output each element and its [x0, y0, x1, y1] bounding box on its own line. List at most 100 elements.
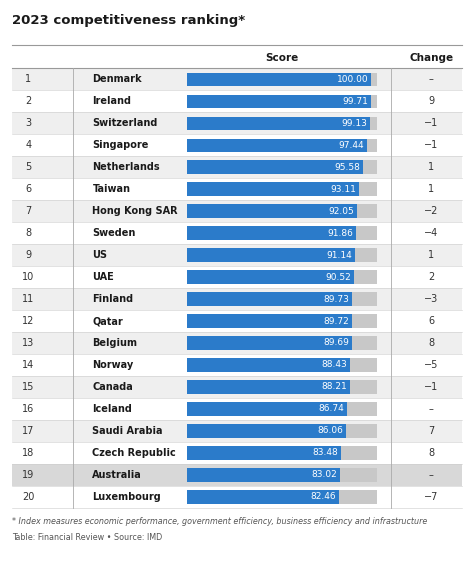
Bar — [12, 134, 462, 157]
Text: Sweden: Sweden — [92, 228, 136, 238]
Bar — [12, 222, 462, 244]
Bar — [12, 266, 462, 288]
Text: Norway: Norway — [92, 360, 134, 370]
Bar — [187, 204, 356, 218]
Bar — [187, 490, 339, 504]
Bar — [187, 424, 346, 438]
Text: 100.00: 100.00 — [337, 75, 368, 84]
Text: 90.52: 90.52 — [325, 273, 351, 282]
Text: Canada: Canada — [92, 382, 133, 392]
Text: 20: 20 — [22, 492, 35, 502]
Bar — [187, 117, 377, 130]
Text: Australia: Australia — [92, 470, 142, 480]
Text: –: – — [429, 75, 434, 84]
Text: Change: Change — [409, 53, 454, 63]
Text: 1: 1 — [428, 250, 434, 260]
Bar — [187, 204, 377, 218]
Text: 9: 9 — [428, 96, 434, 107]
Bar — [187, 270, 377, 284]
Bar — [187, 490, 377, 504]
Text: −2: −2 — [424, 206, 438, 216]
Text: 93.11: 93.11 — [330, 185, 356, 194]
Text: 2: 2 — [25, 96, 32, 107]
Text: 99.13: 99.13 — [341, 119, 367, 128]
Bar — [187, 380, 377, 394]
Text: 14: 14 — [22, 360, 35, 370]
Text: 88.43: 88.43 — [321, 361, 347, 370]
Text: Netherlands: Netherlands — [92, 162, 160, 172]
Text: 92.05: 92.05 — [328, 206, 354, 215]
Text: 16: 16 — [22, 404, 35, 414]
Bar — [187, 336, 352, 350]
Text: 97.44: 97.44 — [338, 141, 364, 150]
Bar — [12, 420, 462, 442]
Text: 7: 7 — [25, 206, 32, 216]
Text: 11: 11 — [22, 294, 35, 304]
Text: –: – — [429, 404, 434, 414]
Text: 95.58: 95.58 — [335, 163, 360, 172]
Bar — [12, 157, 462, 178]
Bar — [187, 336, 377, 350]
Text: 8: 8 — [428, 338, 434, 348]
Text: –: – — [429, 470, 434, 480]
Bar — [12, 354, 462, 376]
Text: Score: Score — [265, 53, 299, 63]
Bar — [12, 310, 462, 332]
Text: 88.21: 88.21 — [321, 383, 347, 392]
Bar — [187, 160, 363, 174]
Bar — [12, 442, 462, 464]
Text: Belgium: Belgium — [92, 338, 137, 348]
Bar — [12, 244, 462, 266]
Text: 5: 5 — [25, 162, 32, 172]
Text: Saudi Arabia: Saudi Arabia — [92, 426, 163, 436]
Bar — [12, 486, 462, 508]
Bar — [187, 292, 352, 306]
Text: 86.74: 86.74 — [319, 404, 344, 413]
Bar — [187, 249, 377, 262]
Text: 7: 7 — [428, 426, 435, 436]
Text: Iceland: Iceland — [92, 404, 132, 414]
Text: 83.48: 83.48 — [312, 448, 338, 457]
Text: Luxembourg: Luxembourg — [92, 492, 161, 502]
Text: 15: 15 — [22, 382, 35, 392]
Bar — [187, 72, 377, 86]
Text: −5: −5 — [424, 360, 438, 370]
Bar — [187, 468, 340, 481]
Text: 13: 13 — [22, 338, 35, 348]
Bar — [12, 398, 462, 420]
Text: 2023 competitiveness ranking*: 2023 competitiveness ranking* — [12, 14, 245, 27]
Text: UAE: UAE — [92, 272, 114, 282]
Text: 89.73: 89.73 — [324, 295, 349, 304]
Bar — [12, 178, 462, 200]
Bar — [187, 402, 377, 416]
Text: 1: 1 — [428, 184, 434, 194]
Text: 19: 19 — [22, 470, 35, 480]
Text: 2: 2 — [428, 272, 435, 282]
Text: Hong Kong SAR: Hong Kong SAR — [92, 206, 178, 216]
Bar — [187, 160, 377, 174]
Bar — [187, 292, 377, 306]
Bar — [12, 112, 462, 134]
Text: −7: −7 — [424, 492, 438, 502]
Bar — [187, 139, 366, 152]
Text: 6: 6 — [26, 184, 31, 194]
Bar — [187, 95, 377, 108]
Bar — [187, 139, 377, 152]
Text: 1: 1 — [26, 75, 31, 84]
Text: Denmark: Denmark — [92, 75, 142, 84]
Text: 83.02: 83.02 — [311, 470, 337, 479]
Bar — [12, 376, 462, 398]
Bar — [187, 249, 355, 262]
Bar — [187, 270, 354, 284]
Text: 9: 9 — [26, 250, 31, 260]
Bar — [187, 358, 350, 372]
Bar — [187, 72, 371, 86]
Bar — [187, 402, 347, 416]
Text: 3: 3 — [26, 118, 31, 128]
Text: −3: −3 — [424, 294, 438, 304]
Bar — [187, 226, 356, 240]
Text: −1: −1 — [424, 140, 438, 150]
Bar — [187, 468, 377, 481]
Text: 91.86: 91.86 — [328, 229, 354, 238]
Bar — [187, 95, 371, 108]
